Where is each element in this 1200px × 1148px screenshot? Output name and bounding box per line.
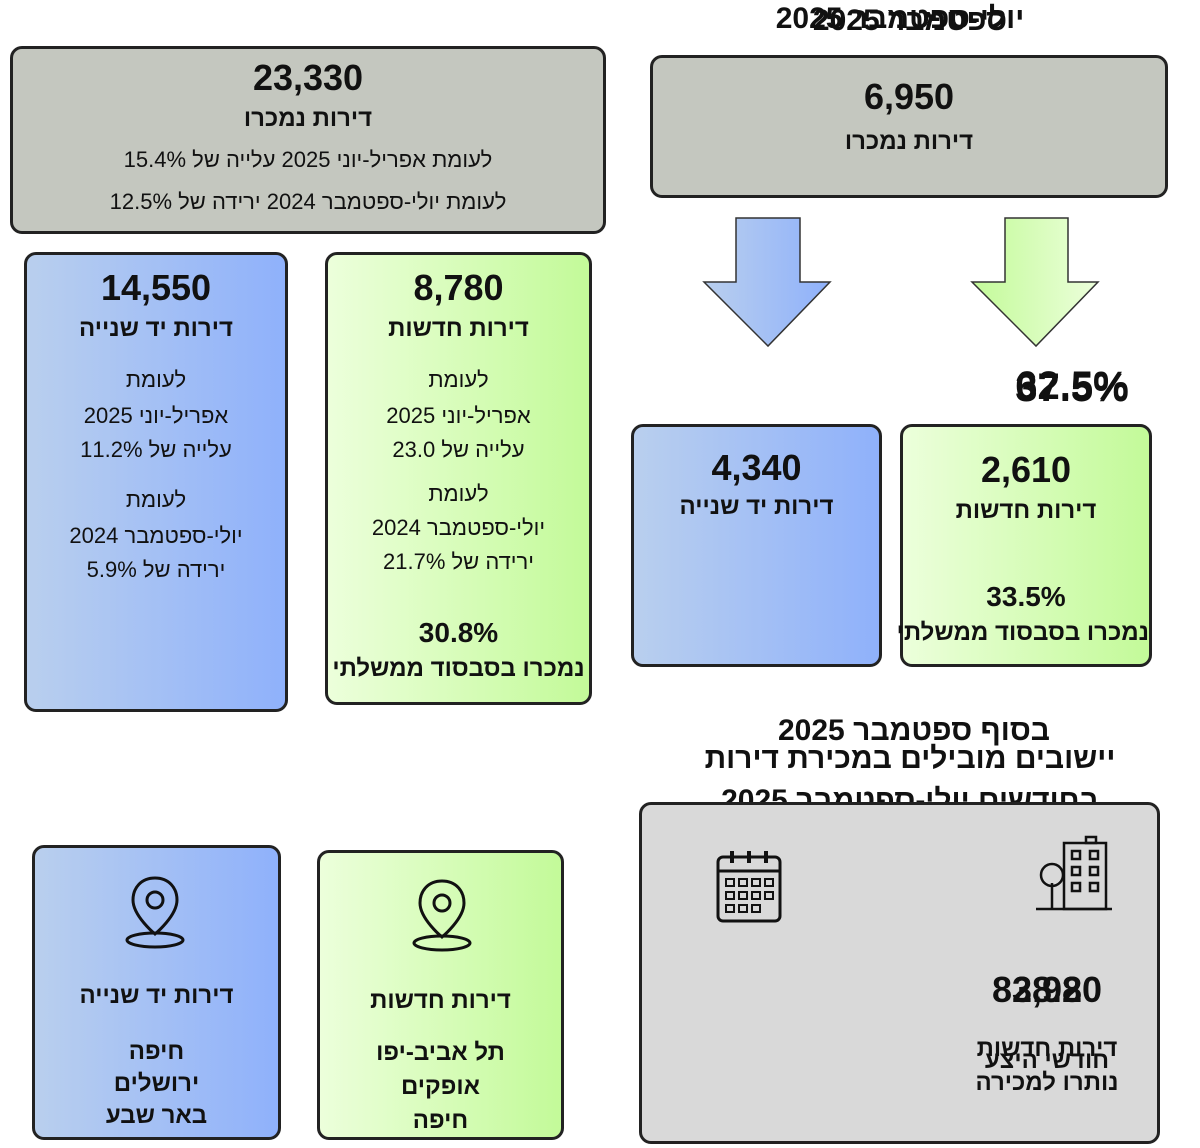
quarter-total-value: 23,330: [252, 57, 364, 98]
stock-title: בסוף ספטמבר 2025: [778, 714, 1050, 747]
comparison-line: לעומת: [428, 367, 489, 392]
value: 4,340: [711, 447, 802, 488]
quarter-second-hand-box: 14,550 דירות יד שנייה לעומת אפריל-יוני 2…: [24, 252, 288, 712]
comparison-line: יולי-ספטמבר 2024: [69, 523, 243, 548]
quarter-total-label: דירות נמכרו: [243, 105, 373, 132]
comparison-line: אפריל-יוני 2025: [386, 403, 531, 428]
city: חיפה: [412, 1107, 469, 1134]
calendar-icon: [716, 851, 782, 923]
pin-icon: [412, 879, 472, 952]
quarter-new-box: 8,780 דירות חדשות לעומת אפריל-יוני 2025 …: [325, 252, 592, 705]
comparison-line: ירידה של 5.9%: [86, 557, 226, 582]
month-new-box: 2,610 דירות חדשות 33.5% נמכרו בסבסוד ממש…: [896, 424, 1152, 667]
building-icon: [1036, 835, 1112, 911]
quarter-total-box: 23,330 דירות נמכרו לעומת אפריל-יוני 2025…: [10, 46, 606, 234]
label: דירות יד שנייה: [79, 315, 233, 342]
city: תל אביב-יפו: [376, 1039, 505, 1066]
arrows: [702, 217, 1100, 348]
value: 2,610: [980, 449, 1072, 490]
inventory-label: נותרו למכירה: [975, 1069, 1119, 1096]
comparison-line: עלייה של 11.2%: [80, 437, 232, 462]
leading-second-hand-box: דירות יד שנייה חיפה ירושלים באר שבע: [32, 845, 281, 1140]
subsidy-label: נמכרו בסבסוד ממשלתי: [896, 619, 1149, 646]
label: דירות יד שנייה: [679, 493, 834, 520]
value: 6,950: [863, 76, 955, 117]
value: 14,550: [100, 267, 212, 308]
city: באר שבע: [105, 1102, 208, 1129]
city: אופקים: [401, 1073, 480, 1100]
second-hand-share: 62.5%: [1015, 364, 1129, 408]
leading-title: יישובים מובילים במכירת דירות: [704, 742, 1116, 775]
comparison-line: לעומת: [428, 481, 489, 506]
comparison-line: אפריל-יוני 2025: [83, 403, 229, 428]
label: דירות חדשות: [370, 987, 511, 1014]
month-total-box: 6,950 דירות נמכרו: [650, 55, 1168, 198]
comparison-line: לעומת: [125, 487, 187, 512]
subsidy-value: 33.5%: [986, 581, 1066, 612]
label: דירות חדשות: [388, 315, 529, 342]
quarter-title: יולי-ספטמבר 2025: [775, 2, 1025, 35]
city: חיפה: [128, 1038, 185, 1065]
months-label: חודשי היצע: [984, 1047, 1110, 1074]
label: דירות יד שנייה: [79, 982, 234, 1009]
subsidy-label: נמכרו בסבסוד ממשלתי: [332, 655, 585, 682]
month-title: ספטמבר 2025: [812, 4, 1008, 37]
quarter-total-line: לעומת אפריל-יוני 2025 עלייה של 15.4%: [123, 147, 493, 172]
subsidy-value: 30.8%: [418, 617, 499, 648]
blue-arrow: [702, 217, 832, 348]
inventory-value: 83,920: [991, 969, 1103, 1010]
stock-box: 28.8 חודשי היצע 83,920 דירות חדשות נותרו…: [639, 802, 1160, 1144]
green-arrow: [970, 217, 1100, 348]
pin-icon: [125, 876, 185, 949]
quarter-total-line: לעומת יולי-ספטמבר 2024 ירידה של 12.5%: [109, 189, 507, 214]
leading-new-box: דירות חדשות תל אביב-יפו אופקים חיפה: [317, 850, 564, 1140]
month-second-hand-box: 4,340 דירות יד שנייה: [631, 424, 882, 667]
months-value: 28.8: [1011, 969, 1083, 1010]
city: ירושלים: [113, 1070, 200, 1097]
new-share: 37.5%: [1015, 366, 1129, 410]
inventory-label: דירות חדשות: [976, 1035, 1118, 1062]
comparison-line: ירידה של 21.7%: [383, 549, 534, 574]
comparison-line: עלייה של 23.0: [392, 437, 525, 462]
comparison-line: לעומת: [125, 367, 187, 392]
comparison-line: יולי-ספטמבר 2024: [371, 515, 546, 540]
label: דירות נמכרו: [844, 128, 974, 155]
label: דירות חדשות: [955, 497, 1097, 524]
value: 8,780: [413, 267, 504, 308]
